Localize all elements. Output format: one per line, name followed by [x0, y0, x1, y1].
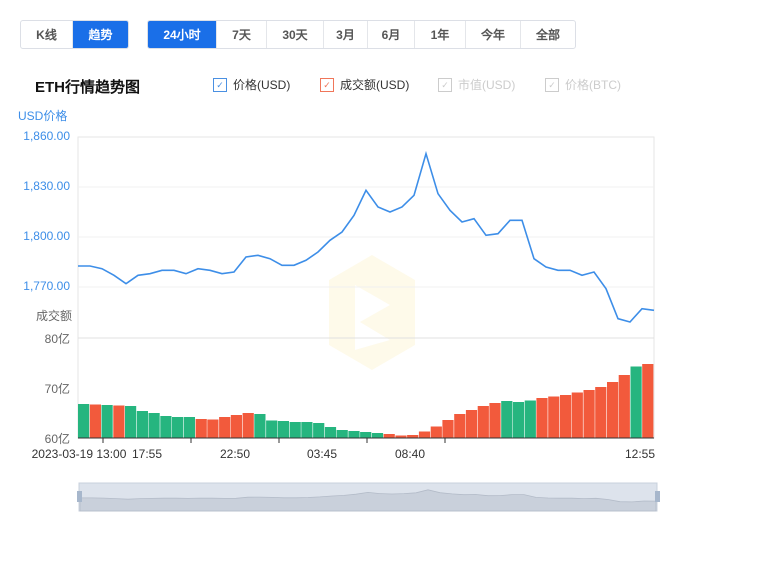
volume-bar — [595, 387, 607, 438]
volume-bar — [560, 395, 572, 438]
volume-bar — [125, 406, 137, 438]
volume-bar — [642, 364, 654, 438]
volume-bar — [219, 417, 231, 438]
volume-bar — [207, 419, 219, 438]
volume-bar — [277, 421, 289, 438]
volume-bar — [618, 375, 630, 438]
volume-bar — [313, 423, 325, 438]
legend-item[interactable]: ✓ 价格(USD) — [213, 76, 290, 93]
volume-bar — [383, 434, 395, 438]
volume-bar — [301, 422, 313, 438]
volume-bar — [477, 406, 489, 438]
volume-bar — [418, 431, 431, 438]
time-range-selector: 24小时 7天 30天 3月 6月 1年 今年 全部 — [147, 20, 576, 49]
volume-bar — [454, 414, 466, 438]
volume-bar — [430, 426, 442, 438]
checkbox-icon[interactable]: ✓ — [438, 77, 452, 92]
volume-bar — [101, 405, 113, 438]
volume-bar — [172, 417, 184, 438]
x-tick-label: 22:50 — [220, 447, 250, 461]
price-tick: 1,770.00 — [23, 279, 70, 293]
volume-axis-label: 成交额 — [35, 309, 72, 323]
volume-tick: 80亿 — [44, 332, 70, 346]
range-button[interactable]: 今年 — [466, 21, 521, 48]
range-button[interactable]: 1年 — [415, 21, 466, 48]
range-button[interactable]: 3月 — [324, 21, 368, 48]
legend-label: 成交额(USD) — [340, 78, 410, 92]
price-tick: 1,830.00 — [23, 179, 70, 193]
x-tick-label: 17:55 — [132, 447, 162, 461]
volume-bar — [512, 402, 525, 438]
price-axis-label: USD价格 — [18, 109, 68, 123]
volume-bar — [583, 390, 595, 438]
checkbox-icon[interactable]: ✓ — [213, 77, 227, 92]
volume-bar — [465, 410, 478, 438]
chart-title: ETH行情趋势图 — [35, 79, 141, 96]
view-toggle: K线 趋势 — [20, 20, 129, 49]
volume-bar — [230, 415, 242, 438]
price-tick: 1,800.00 — [23, 229, 70, 243]
volume-bar — [571, 392, 583, 438]
x-tick-label: 12:55 — [625, 447, 655, 461]
data-zoom-slider[interactable] — [77, 482, 660, 512]
volume-bar — [324, 427, 337, 438]
x-tick-label: 03:45 — [307, 447, 337, 461]
range-button[interactable]: 24小时 — [148, 21, 217, 48]
x-tick-label: 2023-03-19 13:00 — [32, 447, 127, 461]
volume-bar — [630, 366, 642, 438]
volume-bar — [524, 400, 536, 438]
volume-tick: 70亿 — [44, 382, 70, 396]
checkbox-icon[interactable]: ✓ — [545, 77, 559, 92]
volume-bar — [442, 420, 454, 438]
volume-tick: 60亿 — [44, 432, 70, 446]
legend-item[interactable]: ✓ 成交额(USD) — [320, 76, 409, 93]
volume-bar — [348, 431, 360, 438]
legend-label: 价格(BTC) — [565, 78, 621, 92]
legend-item[interactable]: ✓ 价格(BTC) — [545, 76, 621, 93]
slider-handle-left[interactable] — [77, 491, 82, 502]
volume-bar — [148, 413, 160, 438]
price-tick: 1,860.00 — [23, 129, 70, 143]
volume-bar — [371, 433, 384, 438]
volume-bar — [501, 401, 513, 438]
volume-bar — [548, 396, 560, 438]
volume-bar — [407, 435, 419, 438]
volume-bar — [195, 419, 207, 438]
slider-handle-right[interactable] — [655, 491, 660, 502]
volume-bar — [78, 404, 90, 438]
volume-bar — [289, 422, 301, 438]
range-button[interactable]: 7天 — [217, 21, 267, 48]
volume-bar — [266, 420, 278, 438]
volume-bar — [136, 411, 148, 438]
checkbox-icon[interactable]: ✓ — [320, 77, 334, 92]
range-button[interactable]: 30天 — [267, 21, 324, 48]
watermark-logo — [329, 255, 415, 370]
range-button[interactable]: 6月 — [368, 21, 415, 48]
x-tick-label: 08:40 — [395, 447, 425, 461]
range-button[interactable]: 全部 — [535, 28, 560, 42]
legend-item[interactable]: ✓ 市值(USD) — [438, 76, 515, 93]
legend-label: 价格(USD) — [233, 78, 291, 92]
volume-bar — [183, 417, 195, 438]
volume-bar — [160, 416, 172, 438]
trend-button[interactable]: 趋势 — [73, 21, 128, 48]
volume-bar — [489, 403, 501, 438]
volume-bar — [113, 405, 125, 438]
volume-bar — [242, 413, 254, 438]
volume-bar — [336, 430, 348, 438]
volume-bar — [254, 414, 266, 438]
volume-bar — [89, 404, 101, 438]
volume-bar — [395, 435, 407, 438]
legend-label: 市值(USD) — [458, 78, 516, 92]
volume-bar — [536, 398, 548, 438]
price-line — [78, 150, 655, 323]
kline-button[interactable]: K线 — [21, 21, 73, 48]
volume-bar — [607, 382, 619, 438]
volume-bar — [360, 432, 372, 438]
